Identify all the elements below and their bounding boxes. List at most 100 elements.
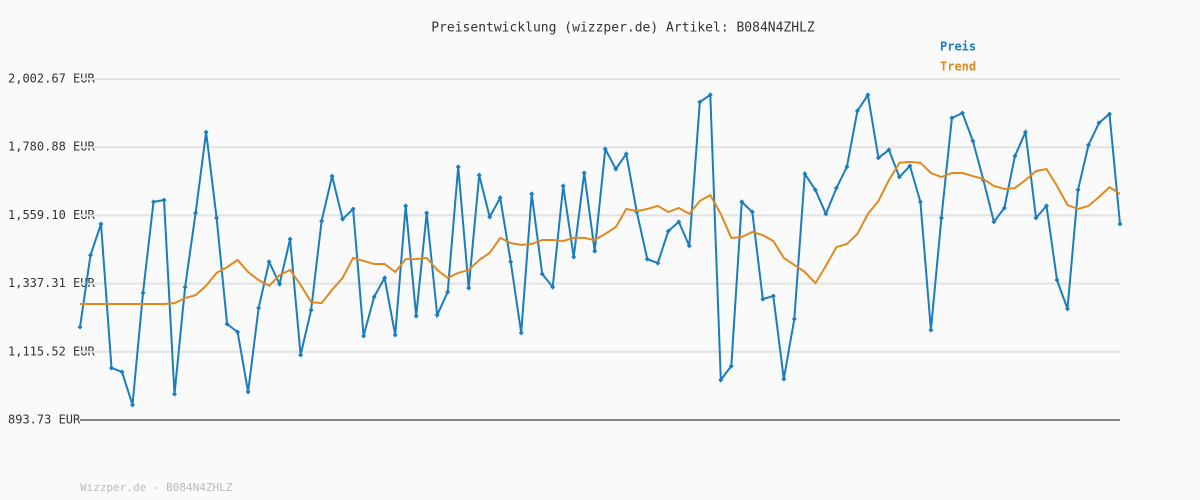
point-marker (277, 281, 283, 287)
point-marker (781, 376, 787, 382)
point-marker (182, 284, 188, 290)
point-marker (476, 172, 482, 178)
footer: Wizzper.de - B084N4ZHLZ (80, 481, 233, 494)
point-marker (1064, 306, 1070, 312)
point-marker (434, 312, 440, 318)
point-marker (193, 210, 199, 216)
point-marker (560, 183, 566, 189)
point-marker (109, 365, 115, 371)
point-marker (392, 332, 398, 338)
point-marker (1117, 221, 1123, 227)
point-marker (949, 115, 955, 121)
point-marker (697, 99, 703, 105)
point-marker (151, 199, 157, 205)
point-marker (1054, 277, 1060, 283)
point-marker (718, 377, 724, 383)
point-marker (508, 259, 514, 265)
point-marker (802, 171, 808, 177)
point-marker (340, 216, 346, 222)
point-marker (686, 243, 692, 249)
point-marker (1085, 142, 1091, 148)
point-marker (172, 391, 178, 397)
point-marker (676, 219, 682, 225)
point-marker (266, 259, 272, 265)
point-marker (791, 316, 797, 322)
legend-entry: Trend (940, 60, 976, 74)
point-marker (161, 197, 167, 203)
point-marker (823, 211, 829, 217)
point-marker (739, 199, 745, 205)
point-marker (319, 218, 325, 224)
point-marker (214, 215, 220, 221)
point-marker (497, 195, 503, 201)
point-marker (896, 174, 902, 180)
point-marker (287, 236, 293, 242)
y-tick-label: 1,780.88 EUR (8, 140, 95, 154)
y-tick-label: 2,002.67 EUR (8, 72, 95, 86)
point-marker (917, 199, 923, 205)
point-marker (382, 275, 388, 281)
point-marker (487, 214, 493, 220)
point-marker (907, 163, 913, 169)
point-marker (928, 327, 934, 333)
point-marker (77, 324, 83, 330)
point-marker (361, 333, 367, 339)
point-marker (760, 296, 766, 302)
point-marker (413, 313, 419, 319)
point-marker (613, 166, 619, 172)
point-marker (707, 92, 713, 98)
y-tick-label: 893.73 EUR (8, 413, 81, 427)
point-marker (256, 305, 262, 311)
point-marker (592, 248, 598, 254)
y-tick-label: 1,559.10 EUR (8, 208, 95, 222)
point-marker (644, 256, 650, 262)
point-marker (844, 164, 850, 170)
point-marker (865, 92, 871, 98)
point-marker (245, 389, 251, 395)
point-marker (749, 209, 755, 215)
point-marker (371, 294, 377, 300)
point-marker (550, 284, 556, 290)
point-marker (130, 402, 136, 408)
point-marker (1106, 111, 1112, 117)
point-marker (455, 164, 461, 170)
point-marker (833, 185, 839, 191)
point-marker (329, 173, 335, 179)
point-marker (235, 329, 241, 335)
y-tick-label: 1,337.31 EUR (8, 276, 95, 290)
point-marker (518, 330, 524, 336)
point-marker (308, 307, 314, 313)
point-marker (875, 155, 881, 161)
point-marker (539, 271, 545, 277)
point-marker (581, 170, 587, 176)
point-marker (1012, 153, 1018, 159)
series-line (79, 92, 1121, 406)
y-tick-label: 1,115.52 EUR (8, 344, 95, 358)
point-marker (224, 321, 230, 327)
series-line (80, 160, 1121, 305)
legend-entry: Preis (940, 40, 976, 54)
point-marker (623, 151, 629, 157)
point-marker (424, 210, 430, 216)
point-marker (812, 187, 818, 193)
point-marker (886, 147, 892, 153)
chart-title: Preisentwicklung (wizzper.de) Artikel: B… (431, 21, 815, 36)
point-marker (1033, 215, 1039, 221)
point-marker (403, 203, 409, 209)
point-marker (655, 260, 661, 266)
point-marker (970, 138, 976, 144)
point-marker (665, 228, 671, 234)
point-marker (959, 110, 965, 116)
point-marker (1043, 203, 1049, 209)
point-marker (203, 129, 209, 135)
point-marker (728, 363, 734, 369)
point-marker (571, 254, 577, 260)
point-marker (1022, 129, 1028, 135)
point-marker (602, 146, 608, 152)
point-marker (938, 215, 944, 221)
point-marker (298, 352, 304, 358)
point-marker (98, 221, 104, 227)
point-marker (1001, 205, 1007, 211)
point-marker (1075, 187, 1081, 193)
